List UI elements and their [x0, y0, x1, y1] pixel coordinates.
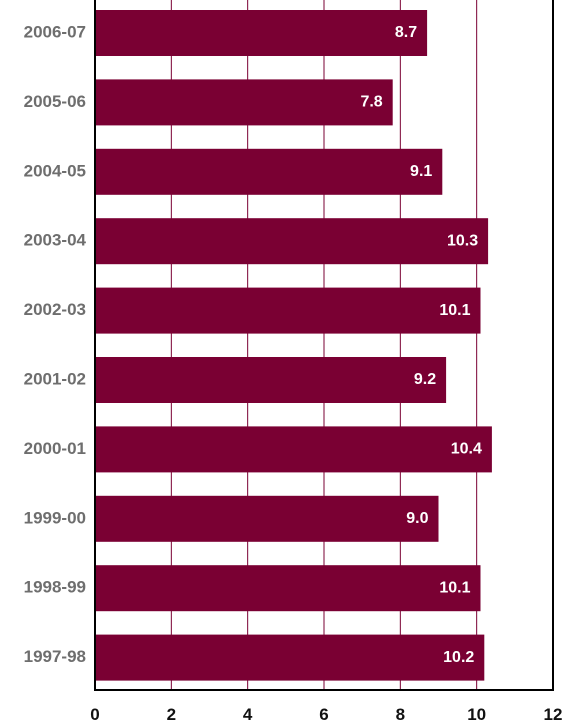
x-tick-label: 4 — [243, 705, 253, 724]
x-tick-label: 8 — [396, 705, 405, 724]
bar — [95, 426, 492, 472]
category-label: 1998-99 — [24, 578, 86, 597]
bar — [95, 10, 427, 56]
bar — [95, 496, 439, 542]
category-label: 2001-02 — [24, 369, 86, 388]
data-label: 9.1 — [410, 163, 432, 180]
data-label: 10.4 — [451, 441, 482, 458]
category-label: 1999-00 — [24, 508, 86, 527]
bar — [95, 635, 484, 681]
data-label: 10.2 — [443, 649, 474, 666]
data-label: 9.0 — [406, 510, 428, 527]
x-tick-label: 0 — [90, 705, 99, 724]
x-tick-label: 6 — [319, 705, 328, 724]
data-label: 7.8 — [360, 94, 382, 111]
bar — [95, 149, 442, 195]
data-label: 8.7 — [395, 24, 417, 41]
data-label: 10.1 — [439, 302, 470, 319]
category-label: 2006-07 — [24, 22, 86, 41]
x-tick-label: 10 — [467, 705, 486, 724]
bar — [95, 218, 488, 264]
category-label: 2000-01 — [24, 439, 86, 458]
category-label: 2002-03 — [24, 300, 86, 319]
x-tick-labels: 0 2 4 6 8 10 12 — [90, 705, 562, 724]
bar — [95, 79, 393, 125]
data-label: 10.3 — [447, 232, 478, 249]
category-label: 1997-98 — [24, 647, 86, 666]
x-tick-label: 12 — [544, 705, 563, 724]
bar — [95, 357, 446, 403]
bar — [95, 288, 481, 334]
category-label: 2003-04 — [24, 231, 87, 250]
category-label: 2004-05 — [24, 161, 86, 180]
category-labels: 2006-07 2005-06 2004-05 2003-04 2002-03 2001-… — [24, 22, 87, 666]
x-tick-label: 2 — [167, 705, 176, 724]
category-label: 2005-06 — [24, 92, 86, 111]
bar — [95, 565, 481, 611]
bars — [95, 10, 492, 681]
data-label: 10.1 — [439, 579, 470, 596]
data-label: 9.2 — [414, 371, 436, 388]
